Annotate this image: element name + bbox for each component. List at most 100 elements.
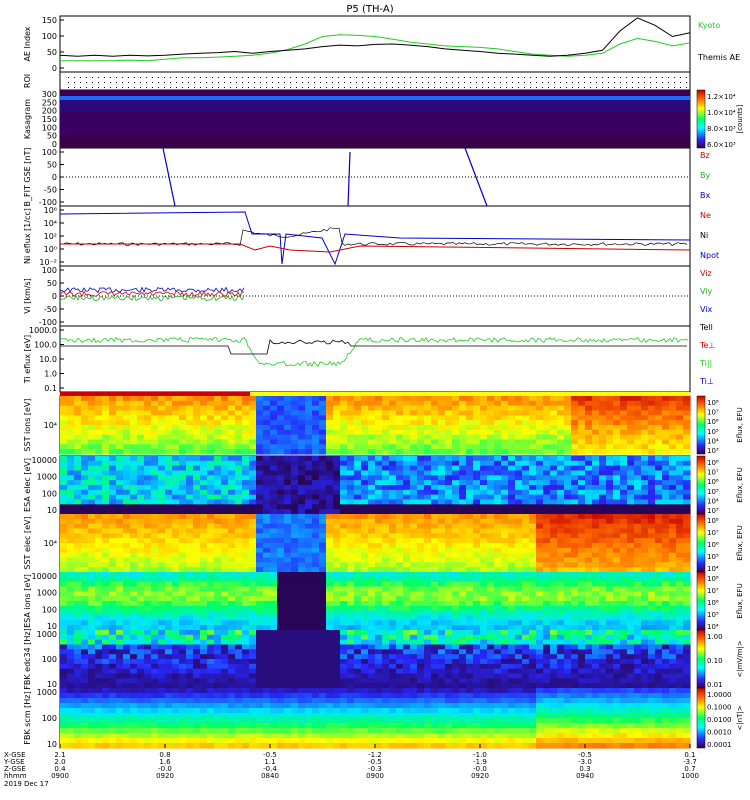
spectrogram-cell xyxy=(74,499,82,505)
spectrogram-cell xyxy=(256,605,264,612)
spectrogram-cell xyxy=(74,420,82,426)
spectrogram-cell xyxy=(627,485,635,491)
spectrogram-cell xyxy=(123,567,131,573)
spectrogram-cell xyxy=(529,557,537,563)
spectrogram-cell xyxy=(228,439,236,445)
spectrogram-cell xyxy=(60,610,68,617)
spectrogram-cell xyxy=(431,465,439,472)
spectrogram-cell xyxy=(676,405,684,412)
spectrogram-cell xyxy=(319,601,327,607)
spectrogram-cell xyxy=(522,429,530,436)
spectrogram-cell xyxy=(109,601,117,607)
spectrogram-cell xyxy=(543,533,551,539)
spectrogram-cell xyxy=(256,620,264,626)
spectrogram-cell xyxy=(144,596,152,602)
spectrogram-cell xyxy=(200,596,208,602)
spectrogram-cell xyxy=(137,601,145,607)
spectrogram-cell xyxy=(102,610,110,617)
roi-dot xyxy=(368,82,369,83)
spectrogram-cell xyxy=(375,547,383,554)
spectrogram-cell xyxy=(109,465,117,472)
spectrogram-cell xyxy=(74,439,82,445)
spectrogram-cell xyxy=(508,533,516,539)
spectrogram-cell xyxy=(116,499,124,505)
spectrogram-cell xyxy=(662,543,670,549)
spectrogram-cell xyxy=(207,625,215,631)
spectrogram-cell xyxy=(137,610,145,617)
spectrogram-cell xyxy=(109,634,117,641)
spectrogram-cell xyxy=(221,620,229,626)
spectrogram-cell xyxy=(382,425,390,431)
spectrogram-cell xyxy=(557,480,565,486)
spectrogram-cell xyxy=(319,543,327,549)
spectrogram-cell xyxy=(606,499,614,505)
kasagram-band-3 xyxy=(60,112,690,136)
spectrogram-cell xyxy=(354,591,362,597)
spectrogram-cell xyxy=(515,499,523,505)
spectrogram-cell xyxy=(109,523,117,530)
spectrogram-cell xyxy=(95,610,103,617)
roi-dot xyxy=(494,82,495,83)
spectrogram-cell xyxy=(256,509,264,515)
spectrogram-cell xyxy=(144,410,152,416)
spectrogram-cell xyxy=(74,449,82,455)
spectrogram-cell xyxy=(228,518,236,525)
spectrogram-cell xyxy=(627,514,635,520)
spectrogram-cell xyxy=(235,586,243,592)
y-tick-label: 10.0 xyxy=(39,355,57,364)
spectrogram-cell xyxy=(452,567,460,573)
spectrogram-cell xyxy=(305,552,313,559)
spectrogram-cell xyxy=(144,494,152,501)
spectrogram-cell xyxy=(578,552,586,559)
spectrogram-cell xyxy=(263,475,271,481)
spectrogram-cell xyxy=(130,465,138,472)
roi-dot xyxy=(374,87,375,88)
spectrogram-cell xyxy=(270,434,278,441)
spectrogram-cell xyxy=(417,567,425,573)
y-tick-label: 100.0 xyxy=(34,341,57,350)
spectrogram-cell xyxy=(298,596,306,602)
roi-dot xyxy=(164,77,165,78)
spectrogram-cell xyxy=(669,396,677,402)
spectrogram-cell xyxy=(270,610,278,617)
spectrogram-cell xyxy=(235,509,243,515)
spectrogram-cell xyxy=(676,605,684,612)
spectrogram-cell xyxy=(361,485,369,491)
spectrogram-cell xyxy=(361,489,369,496)
spectrogram-cell xyxy=(179,562,187,568)
spectrogram-cell xyxy=(109,489,117,496)
spectrogram-cell xyxy=(641,429,649,436)
spectrogram-cell xyxy=(67,591,75,597)
spectrogram-cell xyxy=(627,405,635,412)
spectrogram-cell xyxy=(130,499,138,505)
spectrogram-cell xyxy=(200,528,208,534)
spectrogram-cell xyxy=(144,538,152,544)
spectrogram-cell xyxy=(445,543,453,549)
spectrogram-cell xyxy=(515,552,523,559)
spectrogram-cell xyxy=(74,494,82,501)
spectrogram-cell xyxy=(158,649,166,655)
spectrogram-cell xyxy=(634,499,642,505)
spectrogram-cell xyxy=(116,425,124,431)
spectrogram-cell xyxy=(109,576,117,583)
spectrogram-cell xyxy=(522,444,530,450)
spectrogram-cell xyxy=(396,460,404,467)
y-tick-label: 1000.0 xyxy=(29,326,57,335)
spectrogram-cell xyxy=(438,444,446,450)
spectrogram-cell xyxy=(396,538,404,544)
spectrogram-cell xyxy=(417,514,425,520)
spectrogram-cell xyxy=(571,439,579,445)
roi-dot xyxy=(326,82,327,83)
spectrogram-cell xyxy=(445,538,453,544)
spectrogram-cell xyxy=(235,572,243,578)
spectrogram-cell xyxy=(116,567,124,573)
spectrogram-cell xyxy=(599,444,607,450)
spectrogram-cell xyxy=(305,494,313,501)
spectrogram-cell xyxy=(144,523,152,530)
roi-dot xyxy=(644,77,645,78)
spectrogram-cell xyxy=(144,444,152,450)
spectrogram-cell xyxy=(683,610,691,617)
spectrogram-cell xyxy=(627,494,635,501)
spectrogram-cell xyxy=(501,429,509,436)
spectrogram-cell xyxy=(200,576,208,583)
